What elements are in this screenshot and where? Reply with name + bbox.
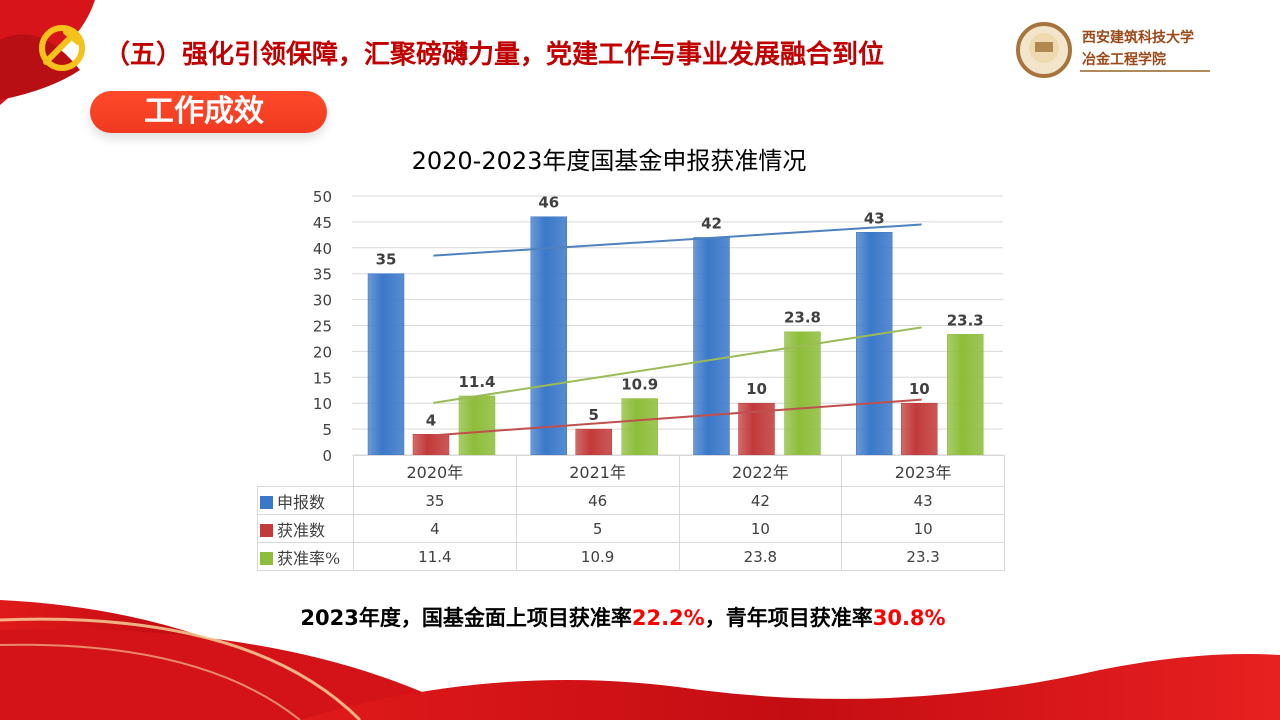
table-row: 获准数 4 5 10 10 — [257, 514, 1005, 543]
y-tick-label: 45 — [313, 214, 332, 232]
category-header: 2023年 — [841, 455, 1005, 487]
y-tick-label: 25 — [313, 318, 332, 336]
summary-value1: 22.2% — [631, 606, 705, 630]
table-corner — [257, 455, 354, 487]
bar-1-3 — [901, 402, 938, 456]
y-tick-label: 30 — [313, 292, 332, 310]
category-header: 2022年 — [678, 455, 843, 487]
bar-0-3 — [856, 232, 893, 456]
bar-0-1 — [530, 216, 567, 456]
trendline-1 — [433, 398, 922, 437]
data-label: 5 — [589, 406, 599, 424]
series-name: 申报数 — [277, 492, 326, 512]
data-label: 35 — [376, 251, 397, 269]
y-tick-label: 40 — [313, 240, 332, 258]
bar-0-0 — [367, 273, 405, 456]
table-cell: 10 — [678, 514, 843, 543]
legend-entry: 申报数 — [257, 486, 354, 515]
bar-1-1 — [575, 428, 612, 456]
university-logo: 西安建筑科技大学 冶金工程学院 — [1016, 22, 1210, 78]
summary-part1: 2023年度，国基金面上项目获准率 — [300, 606, 632, 630]
data-label: 10.9 — [621, 376, 658, 394]
data-label: 10 — [909, 380, 930, 398]
chart-title: 2020-2023年度国基金申报获准情况 — [411, 147, 807, 175]
table-cell: 43 — [841, 486, 1005, 515]
trendline-2 — [433, 326, 922, 404]
page-title: （五）强化引领保障，汇聚磅礴力量，党建工作与事业发展融合到位 — [104, 40, 885, 70]
table-cell: 23.8 — [678, 542, 843, 571]
data-label: 46 — [538, 194, 559, 212]
table-cell: 5 — [515, 514, 680, 543]
summary-part2: ，青年项目获准率 — [704, 606, 873, 630]
legend-entry: 获准率% — [257, 542, 354, 571]
series-name: 获准数 — [277, 520, 326, 540]
svg-text:西安建筑科技大学: 西安建筑科技大学 — [1082, 29, 1194, 46]
data-label: 4 — [426, 411, 436, 429]
legend-swatch — [260, 551, 273, 565]
bar-2-0 — [458, 395, 496, 456]
bar-1-0 — [412, 434, 450, 456]
data-label: 10 — [746, 380, 767, 398]
summary-text: 2023年度，国基金面上项目获准率22.2%，青年项目获准率30.8% — [0, 602, 1246, 632]
table-cell: 46 — [515, 486, 680, 515]
party-ribbon-emblem — [0, 0, 95, 105]
bar-0-2 — [693, 237, 730, 456]
summary-value2: 30.8% — [872, 606, 946, 630]
table-cell: 10 — [841, 514, 1005, 543]
bar-2-3 — [947, 334, 984, 456]
legend-swatch — [260, 523, 273, 537]
table-cell: 4 — [353, 514, 517, 543]
y-tick-label: 10 — [313, 395, 332, 413]
section-label-pill: 工作成效 — [90, 91, 327, 133]
table-cell: 35 — [353, 486, 517, 515]
data-label: 23.8 — [784, 309, 821, 327]
bar-2-2 — [784, 331, 821, 456]
category-header: 2020年 — [353, 455, 517, 487]
table-cell: 42 — [678, 486, 843, 515]
y-tick-label: 5 — [322, 421, 332, 439]
y-tick-label: 50 — [313, 188, 332, 206]
data-label: 23.3 — [947, 311, 984, 329]
table-cell: 23.3 — [841, 542, 1005, 571]
y-tick-label: 20 — [313, 343, 332, 361]
category-header: 2021年 — [515, 455, 680, 487]
y-tick-label: 35 — [313, 266, 332, 284]
decorative-red-wave — [0, 600, 1280, 720]
legend-swatch — [260, 495, 273, 509]
svg-text:冶金工程学院: 冶金工程学院 — [1082, 51, 1166, 68]
data-label: 42 — [701, 214, 722, 232]
data-label: 11.4 — [458, 373, 495, 391]
table-row: 获准率% 11.4 10.9 23.8 23.3 — [257, 542, 1005, 571]
series-name: 获准率% — [277, 548, 341, 568]
trendline-0 — [433, 223, 922, 257]
chart-data-table: 2020年 2021年 2022年 2023年 申报数 35 46 42 43 获准数 4 5 10 10… — [257, 455, 1005, 571]
bar-2-1 — [621, 398, 658, 456]
table-row: 申报数 35 46 42 43 — [257, 486, 1005, 515]
data-label: 43 — [864, 209, 885, 227]
table-cell: 11.4 — [353, 542, 517, 571]
table-cell: 10.9 — [515, 542, 680, 571]
y-tick-label: 15 — [313, 369, 332, 387]
legend-entry: 获准数 — [257, 514, 354, 543]
